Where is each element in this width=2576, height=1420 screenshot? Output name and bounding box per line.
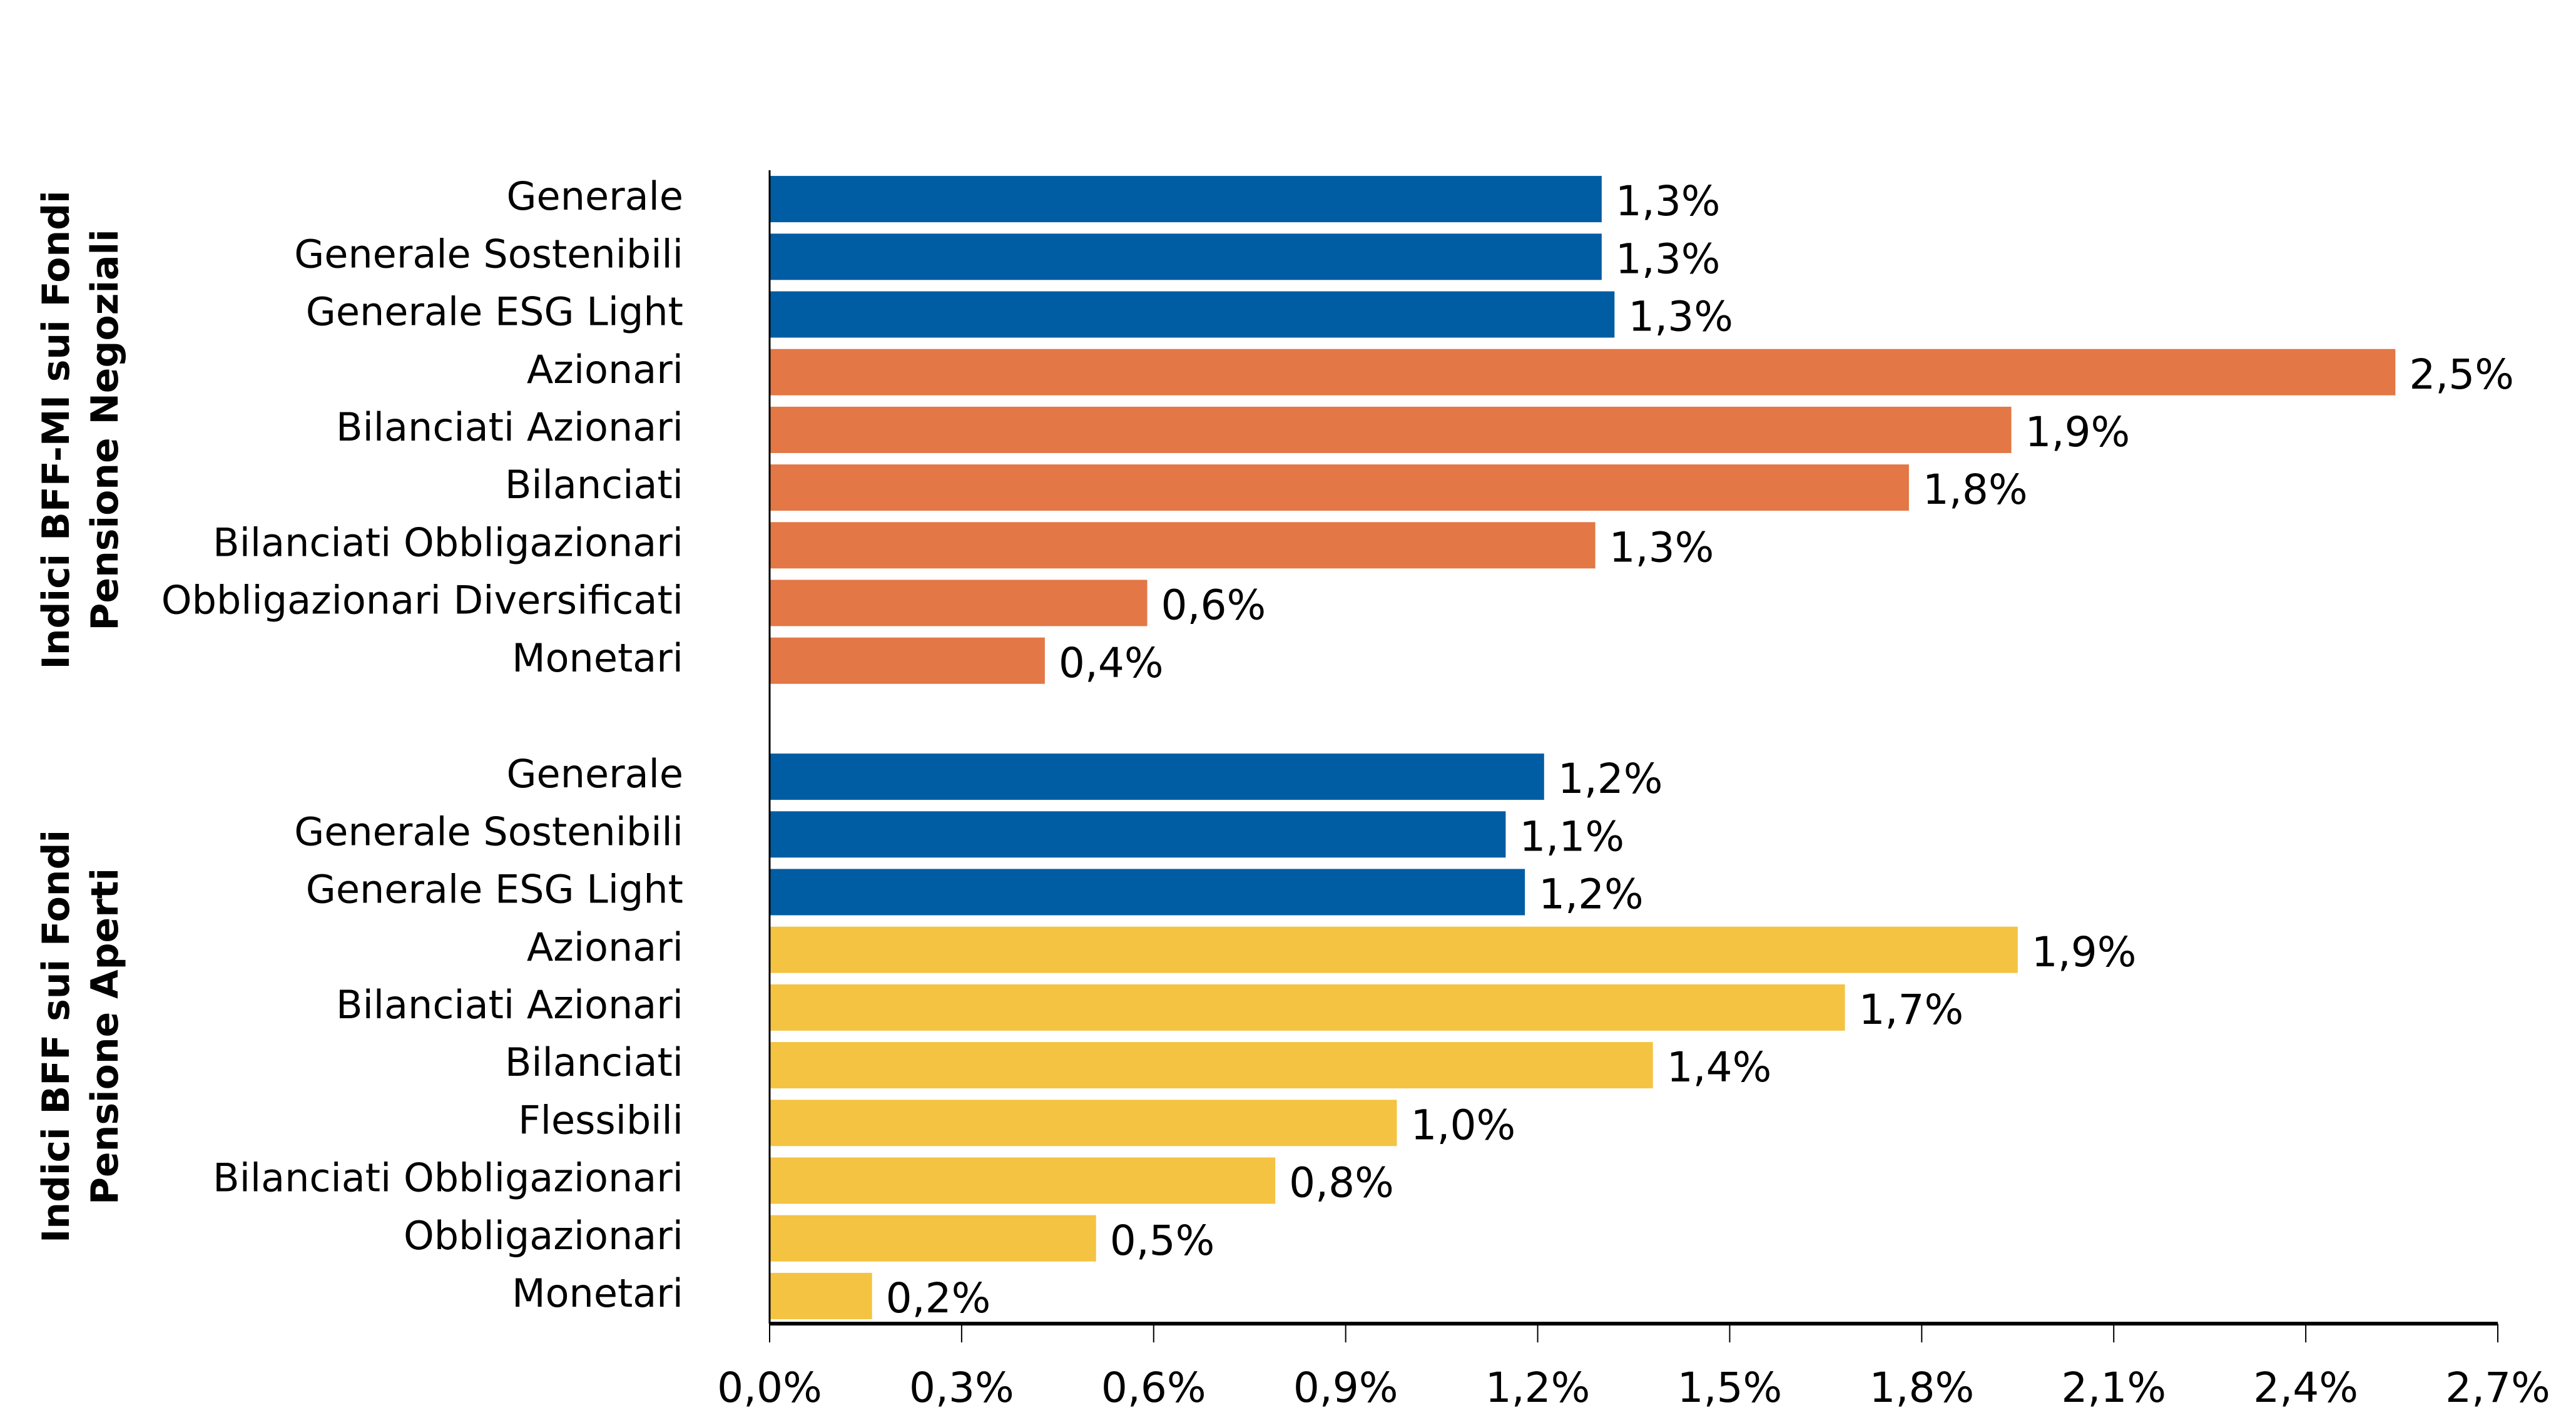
value-label: 1,7%: [1859, 986, 1964, 1034]
value-label: 1,3%: [1616, 177, 1721, 225]
x-tick-label: 0,0%: [717, 1364, 822, 1412]
bar-0-1: [770, 233, 1602, 280]
value-label: 1,3%: [1628, 293, 1733, 341]
bars: [770, 176, 2396, 1319]
x-tick-label: 2,7%: [2445, 1364, 2550, 1412]
value-label: 1,1%: [1519, 812, 1624, 861]
category-label: Generale Sostenibili: [294, 231, 683, 277]
value-label: 0,2%: [886, 1274, 991, 1322]
category-label: Azionari: [527, 347, 683, 392]
category-label: Bilanciati Obbligazionari: [213, 1155, 683, 1201]
category-label: Generale ESG Light: [306, 289, 683, 335]
x-tick-label: 0,6%: [1101, 1364, 1206, 1412]
category-label: Obbligazionari: [404, 1213, 683, 1259]
value-label: 0,5%: [1110, 1217, 1215, 1265]
bar-0-8: [770, 637, 1045, 684]
value-label: 1,3%: [1609, 523, 1714, 571]
bar-1-1: [770, 811, 1506, 858]
bar-1-5: [770, 1042, 1653, 1089]
value-label: 1,2%: [1539, 871, 1644, 919]
bar-1-3: [770, 926, 2018, 973]
category-label: Obbligazionari Diversificati: [161, 578, 683, 623]
category-label: Generale Sostenibili: [294, 809, 683, 854]
x-tick-label: 1,2%: [1485, 1364, 1591, 1412]
x-tick-label: 1,8%: [1869, 1364, 1974, 1412]
category-label: Bilanciati Azionari: [336, 982, 683, 1028]
value-label: 1,0%: [1411, 1101, 1516, 1149]
axes: 0,0% 0,3% 0,6% 0,9% 1,2% 1,5% 1,8% 2,1% 2,4% 2,7%: [717, 170, 2550, 1412]
category-label: Bilanciati Azionari: [336, 404, 683, 450]
bar-1-6: [770, 1100, 1397, 1147]
category-labels: Generale Generale Sostenibili Generale ESG…: [161, 173, 683, 1316]
value-label: 0,6%: [1161, 581, 1266, 630]
category-label: Generale ESG Light: [306, 867, 683, 912]
value-label: 1,8%: [1923, 466, 2028, 514]
x-tick-label: 0,3%: [909, 1364, 1014, 1412]
value-label: 1,9%: [2032, 928, 2137, 976]
group-title: Indici BFF-MI sui Fondi Pensione Negozial…: [34, 190, 127, 669]
bar-0-4: [770, 406, 2012, 453]
value-label: 1,4%: [1667, 1043, 1772, 1091]
value-label: 1,9%: [2025, 408, 2131, 456]
value-label: 1,3%: [1616, 235, 1721, 283]
x-tick-label: 1,5%: [1677, 1364, 1783, 1412]
bar-0-6: [770, 522, 1596, 569]
bar-1-2: [770, 869, 1525, 916]
category-label: Bilanciati: [505, 1039, 683, 1085]
bar-1-7: [770, 1157, 1276, 1204]
category-label: Bilanciati: [505, 462, 683, 508]
x-tick-label: 2,1%: [2061, 1364, 2166, 1412]
group-title-line1: Indici BFF sui Fondi: [34, 830, 78, 1243]
group-title-line1: Indici BFF-MI sui Fondi: [34, 190, 78, 669]
category-label: Generale: [507, 751, 683, 797]
bar-0-0: [770, 176, 1602, 223]
group-title-line2: Pensione Negoziali: [83, 229, 127, 630]
category-label: Flessibili: [518, 1097, 683, 1143]
bar-1-8: [770, 1215, 1096, 1262]
x-tick-label: 2,4%: [2253, 1364, 2358, 1412]
group-title: Indici BFF sui Fondi Pensione Aperti: [34, 830, 127, 1243]
group-title-line2: Pensione Aperti: [83, 868, 127, 1205]
value-label: 0,4%: [1059, 639, 1164, 687]
value-labels: 1,3% 1,3% 1,3% 2,5% 1,9% 1,8% 1,3% 0,6% 0,4% 1,2%…: [886, 177, 2514, 1322]
category-label: Monetari: [512, 1270, 683, 1316]
value-label: 2,5%: [2409, 350, 2514, 399]
category-label: Bilanciati Obbligazionari: [213, 519, 683, 565]
group-titles: Indici BFF-MI sui Fondi Pensione Negozial…: [34, 190, 127, 1243]
bar-1-9: [770, 1272, 872, 1319]
bar-0-7: [770, 580, 1148, 626]
category-label: Generale: [507, 173, 683, 219]
value-label: 0,8%: [1289, 1159, 1394, 1207]
bar-0-5: [770, 464, 1909, 511]
bar-0-2: [770, 291, 1615, 338]
bar-0-3: [770, 349, 2396, 396]
category-label: Monetari: [512, 635, 683, 681]
x-tick-label: 0,9%: [1293, 1364, 1398, 1412]
bar-1-0: [770, 753, 1544, 800]
bar-1-4: [770, 984, 1845, 1031]
value-label: 1,2%: [1558, 755, 1663, 803]
category-label: Azionari: [527, 924, 683, 970]
